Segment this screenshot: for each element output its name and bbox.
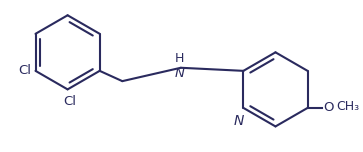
Text: CH₃: CH₃ [337,100,359,113]
Text: N: N [175,67,185,80]
Text: Cl: Cl [63,95,76,107]
Text: O: O [323,101,334,114]
Text: H: H [175,52,184,65]
Text: Cl: Cl [19,64,31,77]
Text: N: N [234,114,244,128]
